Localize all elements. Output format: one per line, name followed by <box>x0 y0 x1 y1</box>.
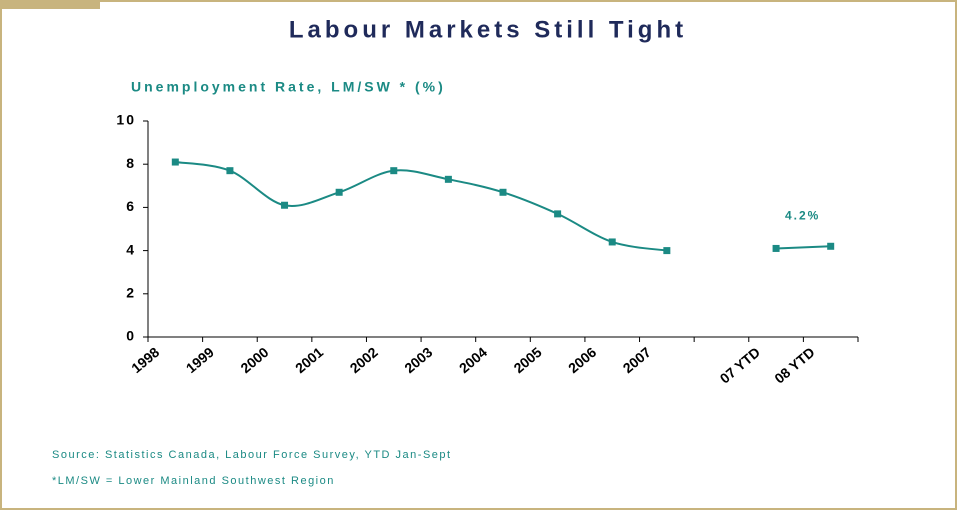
marker <box>554 210 562 218</box>
marker <box>281 201 289 209</box>
marker <box>827 242 835 250</box>
y-tick-label: 4 <box>126 241 136 257</box>
marker <box>663 247 671 255</box>
y-tick-label: 8 <box>126 155 136 171</box>
value-label: 4.2% <box>785 208 820 222</box>
marker <box>499 188 507 196</box>
source-note: Source: Statistics Canada, Labour Force … <box>52 449 452 461</box>
y-tick-label: 6 <box>126 198 136 214</box>
chart-title: Labour Markets Still Tight <box>289 16 687 43</box>
marker <box>444 175 452 183</box>
y-tick-label: 10 <box>116 112 136 128</box>
marker <box>772 244 780 252</box>
marker <box>608 238 616 246</box>
y-tick-label: 0 <box>126 328 136 344</box>
corner-block <box>0 0 100 9</box>
marker <box>335 188 343 196</box>
subtitle: Unemployment Rate, LM/SW * (%) <box>131 79 446 95</box>
footnote: *LM/SW = Lower Mainland Southwest Region <box>52 475 335 487</box>
marker <box>226 167 234 175</box>
marker <box>171 158 179 166</box>
y-tick-label: 2 <box>126 285 136 301</box>
marker <box>390 167 398 175</box>
